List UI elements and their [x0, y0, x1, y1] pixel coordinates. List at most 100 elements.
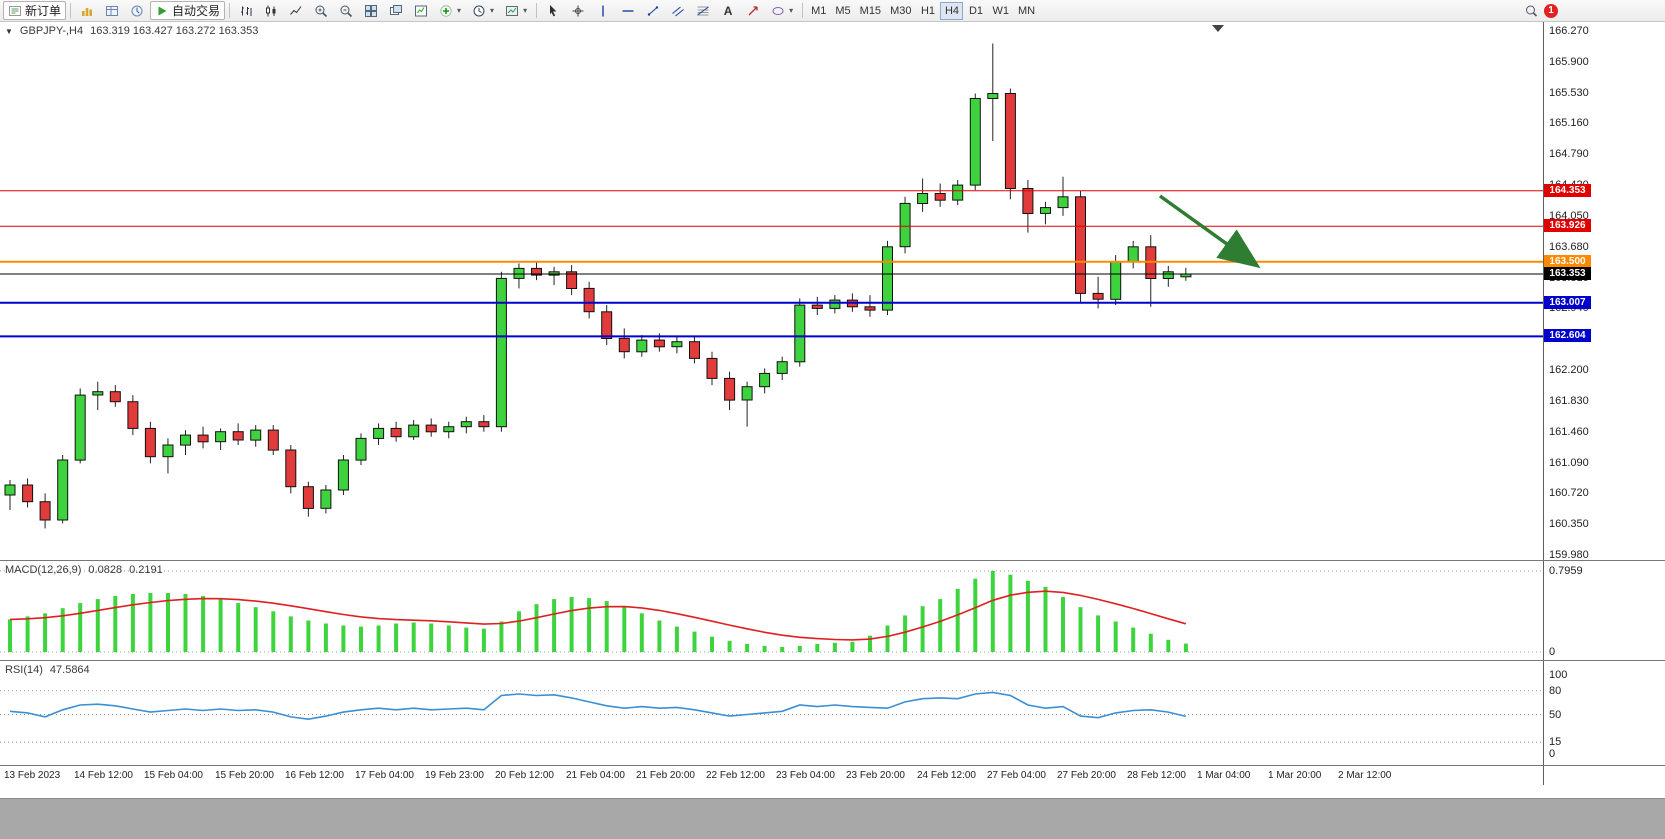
candle-body: [1004, 93, 1016, 189]
clock-icon: [473, 5, 485, 16]
channel-tool-button[interactable]: [666, 1, 690, 20]
vertical-line-tool-button[interactable]: [591, 1, 615, 20]
macd-histogram-bar: [780, 646, 785, 652]
arrow-tool-icon: [748, 5, 758, 15]
macd-histogram-bar: [218, 599, 223, 652]
candle-body: [267, 429, 279, 451]
shapes-tool-button[interactable]: ▾: [766, 1, 798, 20]
rsi-chart[interactable]: [0, 661, 1543, 765]
timeframe-button-m30[interactable]: M30: [886, 2, 915, 20]
candle-body: [337, 459, 349, 491]
macd-histogram-bar: [990, 571, 995, 652]
candle-body: [74, 394, 86, 461]
zoom-out-button[interactable]: [334, 1, 358, 20]
price-scale-label: 165.530: [1549, 87, 1589, 99]
candle-body: [1127, 246, 1139, 263]
rsi-axis[interactable]: 100 80 50 15 0: [1543, 661, 1665, 765]
timeframe-button-m1[interactable]: M1: [807, 2, 830, 20]
macd-histogram-bar: [411, 622, 416, 652]
candle-body: [92, 391, 104, 396]
navigator-button[interactable]: [125, 1, 149, 20]
candle-body: [671, 341, 683, 348]
crosshair-tool-button[interactable]: [566, 1, 590, 20]
notification-badge[interactable]: 1: [1544, 3, 1558, 18]
tile-windows-button[interactable]: [359, 1, 383, 20]
price-level-badge: 163.007: [1544, 296, 1591, 309]
price-scale-label: 160.720: [1549, 487, 1589, 499]
search-button[interactable]: [1519, 1, 1543, 20]
macd-histogram-bar: [464, 627, 469, 652]
price-chart-panel: ▼ GBPJPY-,H4 163.319 163.427 163.272 163…: [0, 22, 1665, 561]
cascade-windows-button[interactable]: [384, 1, 408, 20]
rsi-scale-label: 100: [1549, 669, 1568, 681]
time-axis-label: 1 Mar 20:00: [1268, 770, 1322, 781]
price-axis[interactable]: 166.270165.900165.530165.160164.790164.4…: [1543, 22, 1665, 561]
time-axis-label: 16 Feb 12:00: [285, 770, 344, 781]
macd-histogram-bar: [868, 635, 872, 652]
horizontal-line-tool-button[interactable]: [616, 1, 640, 20]
candlestick-chart-button[interactable]: [259, 1, 283, 20]
chart-collapse-icon[interactable]: ▼: [5, 26, 13, 36]
arrows-tool-button[interactable]: [741, 1, 765, 20]
timeframe-button-w1[interactable]: W1: [988, 2, 1013, 20]
new-order-button[interactable]: 新订单: [3, 1, 67, 20]
candle-body: [232, 431, 244, 441]
timeframe-button-h4[interactable]: H4: [940, 1, 964, 20]
navigator-icon: [131, 5, 143, 16]
timeframe-button-mn[interactable]: MN: [1014, 2, 1039, 20]
market-watch-icon: [82, 7, 93, 16]
periods-button[interactable]: ▾: [467, 1, 499, 20]
chart-shift-marker[interactable]: [1212, 25, 1224, 32]
autotrading-button[interactable]: 自动交易: [150, 1, 226, 20]
timeframe-button-m15[interactable]: M15: [856, 2, 885, 20]
macd-signal-value: 0.2191: [129, 564, 163, 576]
macd-histogram-bar: [78, 603, 83, 652]
time-axis-label: 13 Feb 2023: [4, 770, 61, 781]
line-chart-button[interactable]: [284, 1, 308, 20]
rsi-scale-label: 80: [1549, 685, 1562, 697]
templates-button[interactable]: ▾: [500, 1, 532, 20]
price-scale-label: 163.680: [1549, 241, 1589, 253]
candle-body: [22, 484, 34, 503]
data-window-button[interactable]: [100, 1, 124, 20]
timeframe-button-m5[interactable]: M5: [831, 2, 854, 20]
time-axis-label: 17 Feb 04:00: [355, 770, 414, 781]
macd-axis[interactable]: 0.7959 0: [1543, 561, 1665, 660]
candlestick-chart[interactable]: [0, 22, 1543, 560]
indicators-icon: [440, 4, 452, 17]
cursor-tool-button[interactable]: [541, 1, 565, 20]
macd-chart[interactable]: [0, 561, 1543, 660]
macd-histogram-bar: [359, 626, 363, 652]
macd-scale-max-label: 0.7959: [1549, 565, 1583, 577]
text-tool-button[interactable]: A: [716, 1, 740, 20]
time-axis-corner: [1543, 766, 1665, 785]
indicators-button[interactable]: ▾: [434, 1, 466, 20]
timeframe-button-h1[interactable]: H1: [916, 2, 939, 20]
time-axis-label: 2 Mar 12:00: [1338, 770, 1392, 781]
macd-histogram-bar: [692, 631, 697, 652]
fibonacci-tool-button[interactable]: [691, 1, 715, 20]
time-axis[interactable]: 13 Feb 2023 14 Feb 12:00 15 Feb 04:00 15 Fe…: [0, 765, 1665, 785]
rsi-scale-label: 50: [1549, 709, 1562, 721]
autotrading-play-icon: [158, 6, 167, 15]
macd-header: MACD(12,26,9) 0.0828 0.2191: [5, 564, 163, 576]
macd-histogram-bar: [832, 642, 837, 652]
bar-chart-button[interactable]: [234, 1, 258, 20]
timeframe-button-d1[interactable]: D1: [964, 2, 987, 20]
chart-ohlc-values: 163.319 163.427 163.272 163.353: [90, 25, 259, 37]
main-toolbar: 新订单 自动交易 ▾ ▾: [0, 0, 1665, 22]
trendline-tool-button[interactable]: [641, 1, 665, 20]
new-chart-button[interactable]: [409, 1, 433, 20]
macd-histogram-bar: [815, 643, 820, 652]
market-watch-button[interactable]: [75, 1, 99, 20]
toolbar-separator: [802, 3, 804, 18]
macd-histogram-bar: [446, 625, 451, 652]
time-axis-label: 28 Feb 12:00: [1127, 770, 1186, 781]
trend-arrow-annotation[interactable]: [1158, 194, 1261, 269]
candle-body: [390, 427, 402, 438]
zoom-in-button[interactable]: [309, 1, 333, 20]
text-tool-icon: A: [723, 3, 733, 18]
candle-body: [180, 434, 191, 446]
candle-body: [601, 311, 613, 339]
candle-body: [408, 424, 420, 438]
